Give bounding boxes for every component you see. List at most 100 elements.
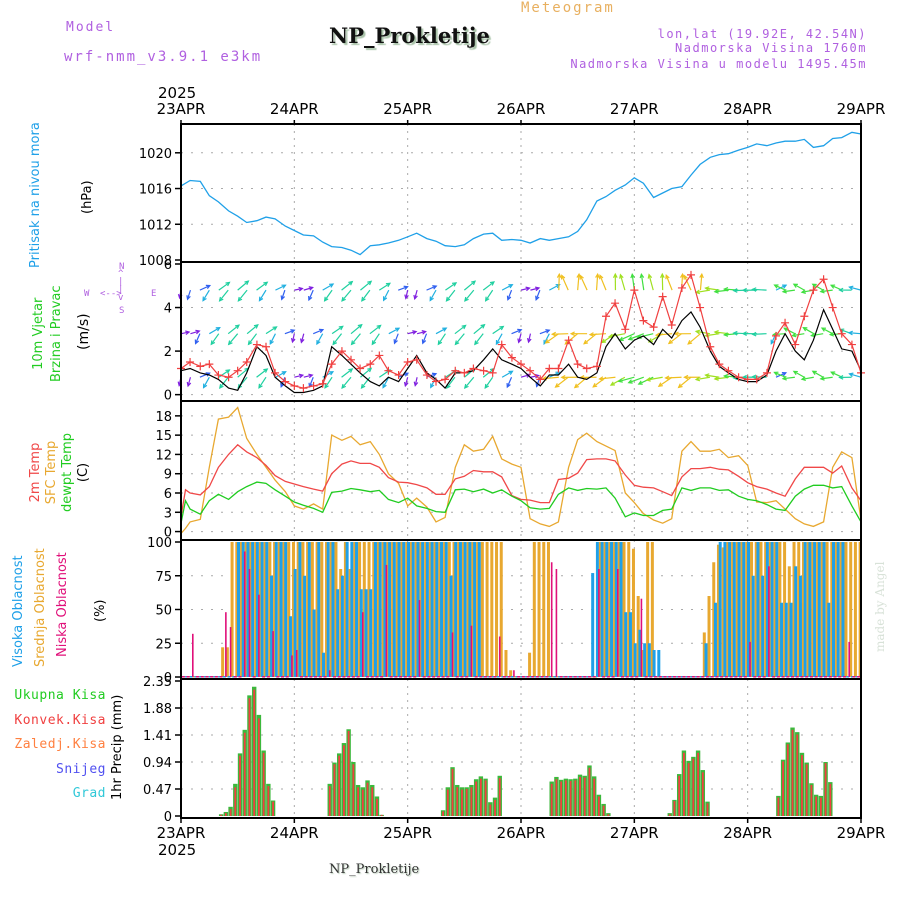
wind-arrow-head — [324, 383, 329, 389]
cloud-bar-zero — [370, 676, 374, 678]
wind-arrow — [520, 287, 530, 291]
wind-arrow-head — [636, 334, 642, 340]
cloud-bar-mid — [598, 542, 602, 677]
wind-arrow-head — [627, 379, 633, 384]
cloud-bar-zero — [753, 676, 757, 678]
precip-bar-conv — [555, 779, 558, 816]
wind-arrow — [256, 281, 268, 291]
wind-arrow — [545, 333, 560, 344]
wind-arrow — [422, 333, 428, 344]
wind-arrow — [341, 281, 353, 291]
gust-marker — [762, 368, 771, 377]
cloud-bar-high — [775, 542, 779, 677]
wind-arrow-head — [838, 287, 844, 293]
wind-arrow — [308, 377, 314, 388]
gust-marker — [611, 299, 620, 308]
cloud-bar-high — [841, 542, 845, 677]
cloud-bar-high — [619, 542, 623, 677]
wind-arrow-head — [298, 373, 305, 379]
wind-arrow-head — [495, 339, 501, 346]
cloud-bar-zero — [210, 676, 214, 678]
compass-w: W — [84, 289, 90, 299]
gust-marker — [724, 366, 733, 375]
cloud-bar-low — [225, 612, 227, 677]
cloud-bar-low — [291, 655, 293, 677]
precip-bar-conv — [796, 734, 799, 816]
cloud-bar-high — [647, 643, 651, 677]
wind-arrow — [341, 368, 353, 378]
cloud-bar-high — [369, 589, 373, 677]
cloud-bar-low — [513, 670, 515, 677]
wind-arrow-head — [237, 296, 243, 302]
precip-bar-conv — [446, 789, 449, 816]
cloud-bar-mid — [778, 542, 782, 677]
cloud-bar-high — [340, 575, 344, 677]
precip-bar-conv — [234, 787, 237, 816]
cloud-bar-mid — [410, 542, 414, 677]
wind-arrow-head — [454, 340, 460, 346]
cloud-bar-zero — [484, 676, 488, 678]
wind-arrow — [446, 289, 456, 302]
x-tick-label-top: 24APR — [270, 100, 319, 118]
wind-arrow — [445, 282, 457, 291]
precip-bar-conv — [593, 778, 596, 816]
wind-arrow-head — [722, 373, 729, 379]
wind-arrow — [383, 289, 390, 301]
wind-arrow-head — [215, 326, 221, 332]
wind-arrow — [275, 371, 286, 378]
cloud-bar-mid — [235, 542, 239, 677]
cloud-bar-zero — [551, 676, 555, 678]
wind-arrow-head — [819, 288, 825, 294]
x-tick-label-top: 29APR — [837, 100, 886, 118]
legend-snow: Snijeg — [56, 761, 106, 777]
cloud-bar-zero — [724, 676, 728, 678]
precip-bar-conv — [262, 752, 265, 816]
wind-arrow-head — [474, 340, 479, 346]
cloud-bar-high — [624, 612, 628, 677]
cloud-bar-high — [770, 542, 774, 677]
wind-arrow-head — [272, 326, 278, 331]
gust-marker — [271, 368, 280, 377]
cloud-bar-zero — [696, 676, 700, 678]
wind-arrow-head — [290, 329, 296, 334]
cloud-bar-zero — [332, 676, 336, 678]
wind-arrow-head — [371, 340, 377, 346]
wind-arrow-head — [432, 285, 438, 290]
wind-arrow — [752, 333, 767, 335]
cloud-bar-zero — [729, 676, 733, 678]
wind-arrow — [227, 324, 240, 335]
wind-arrow — [595, 274, 599, 291]
cloud-bar-high — [397, 542, 401, 677]
wind-arrow-head — [600, 338, 607, 344]
cloud-bar-zero — [427, 676, 431, 678]
wind-arrow-head — [489, 281, 495, 286]
gust-marker — [507, 353, 516, 362]
precip-bar-conv — [678, 775, 681, 816]
wind-arrow-head — [225, 281, 231, 287]
wind-arrow — [695, 289, 710, 294]
wind-arrow-head — [430, 383, 435, 389]
wind-arrow — [577, 274, 580, 291]
gust-marker — [224, 373, 233, 382]
wind-arrow-head — [588, 332, 594, 337]
cloud-bar-zero — [394, 676, 398, 678]
cloud-bar-zero — [800, 676, 804, 678]
gust-marker — [403, 357, 412, 366]
grid-layer — [181, 124, 861, 818]
wind-arrow — [599, 275, 607, 291]
wind-arrow — [219, 289, 229, 302]
cloud-bar-mid — [509, 670, 513, 677]
wind-arrow — [369, 324, 381, 335]
wind-arrow-head — [782, 284, 788, 289]
cloud-bar-high — [246, 542, 250, 677]
cloud-bar-mid — [466, 542, 470, 677]
precip-bar-conv — [380, 814, 383, 816]
wind-arrow — [609, 333, 626, 338]
gust-marker — [356, 364, 365, 373]
precip-bar-conv — [687, 763, 690, 816]
cloud-bar-zero — [252, 676, 256, 678]
wind-arrow-head — [263, 281, 269, 287]
gust-marker — [809, 286, 818, 295]
cloud-bar-mid — [820, 542, 824, 677]
cloud-bar-high — [718, 542, 722, 677]
